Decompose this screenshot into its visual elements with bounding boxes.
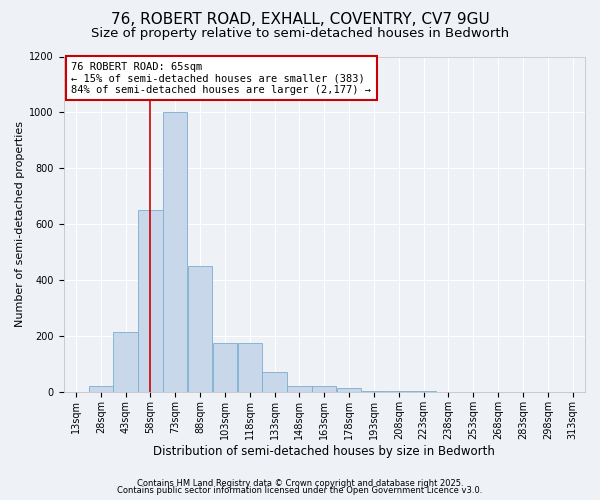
Bar [163,112,187,392]
Bar [386,391,411,392]
X-axis label: Distribution of semi-detached houses by size in Bedworth: Distribution of semi-detached houses by … [154,444,495,458]
Bar [262,372,287,392]
Bar [238,343,262,392]
Bar [312,386,337,392]
Bar [138,210,163,392]
Bar [113,332,138,392]
Bar [337,388,361,392]
Text: Contains public sector information licensed under the Open Government Licence v3: Contains public sector information licen… [118,486,482,495]
Bar [213,343,237,392]
Bar [287,386,311,392]
Text: Size of property relative to semi-detached houses in Bedworth: Size of property relative to semi-detach… [91,28,509,40]
Bar [188,266,212,392]
Text: 76, ROBERT ROAD, EXHALL, COVENTRY, CV7 9GU: 76, ROBERT ROAD, EXHALL, COVENTRY, CV7 9… [110,12,490,28]
Bar [89,386,113,392]
Text: Contains HM Land Registry data © Crown copyright and database right 2025.: Contains HM Land Registry data © Crown c… [137,478,463,488]
Y-axis label: Number of semi-detached properties: Number of semi-detached properties [15,121,25,327]
Bar [362,390,386,392]
Text: 76 ROBERT ROAD: 65sqm
← 15% of semi-detached houses are smaller (383)
84% of sem: 76 ROBERT ROAD: 65sqm ← 15% of semi-deta… [71,62,371,94]
